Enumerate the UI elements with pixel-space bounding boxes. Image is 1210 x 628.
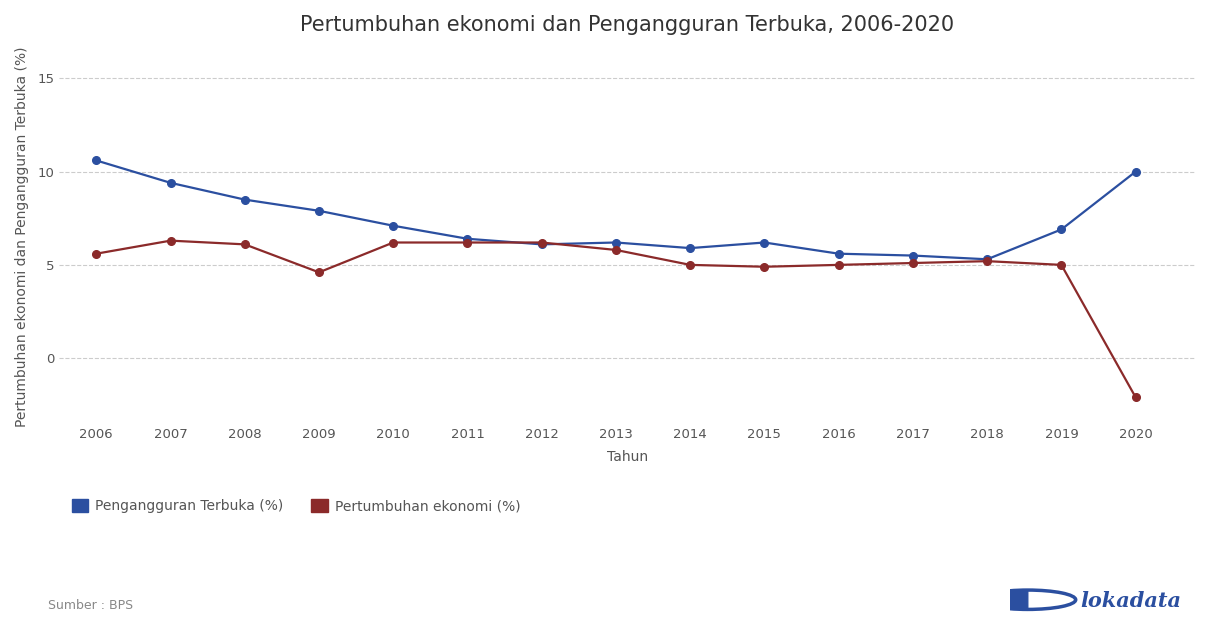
Wedge shape (980, 590, 1027, 609)
Text: lokadata: lokadata (1081, 590, 1181, 610)
Legend: Pengangguran Terbuka (%), Pertumbuhan ekonomi (%): Pengangguran Terbuka (%), Pertumbuhan ek… (67, 494, 526, 519)
Y-axis label: Pertumbuhan ekonomi dan Pengangguran Terbuka (%): Pertumbuhan ekonomi dan Pengangguran Ter… (15, 46, 29, 427)
Text: Sumber : BPS: Sumber : BPS (48, 599, 133, 612)
Title: Pertumbuhan ekonomi dan Pengangguran Terbuka, 2006-2020: Pertumbuhan ekonomi dan Pengangguran Ter… (300, 15, 955, 35)
X-axis label: Tahun: Tahun (606, 450, 647, 463)
